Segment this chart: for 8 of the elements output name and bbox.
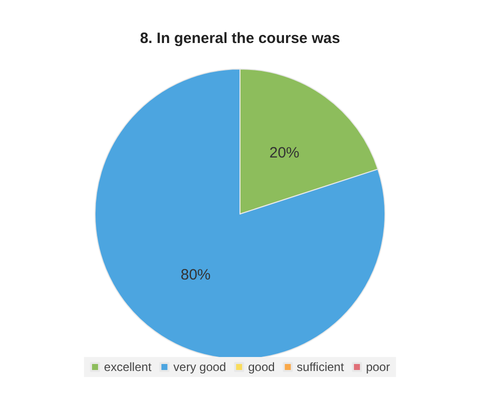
legend-label: poor (366, 360, 390, 374)
data-label: 20% (269, 144, 300, 162)
data-label: 80% (180, 266, 211, 284)
chart-title: 8. In general the course was (140, 30, 340, 47)
legend-label: good (248, 360, 275, 374)
legend-label: excellent (104, 360, 152, 374)
legend-label: sufficient (296, 360, 345, 374)
legend-label: very good (173, 360, 226, 374)
